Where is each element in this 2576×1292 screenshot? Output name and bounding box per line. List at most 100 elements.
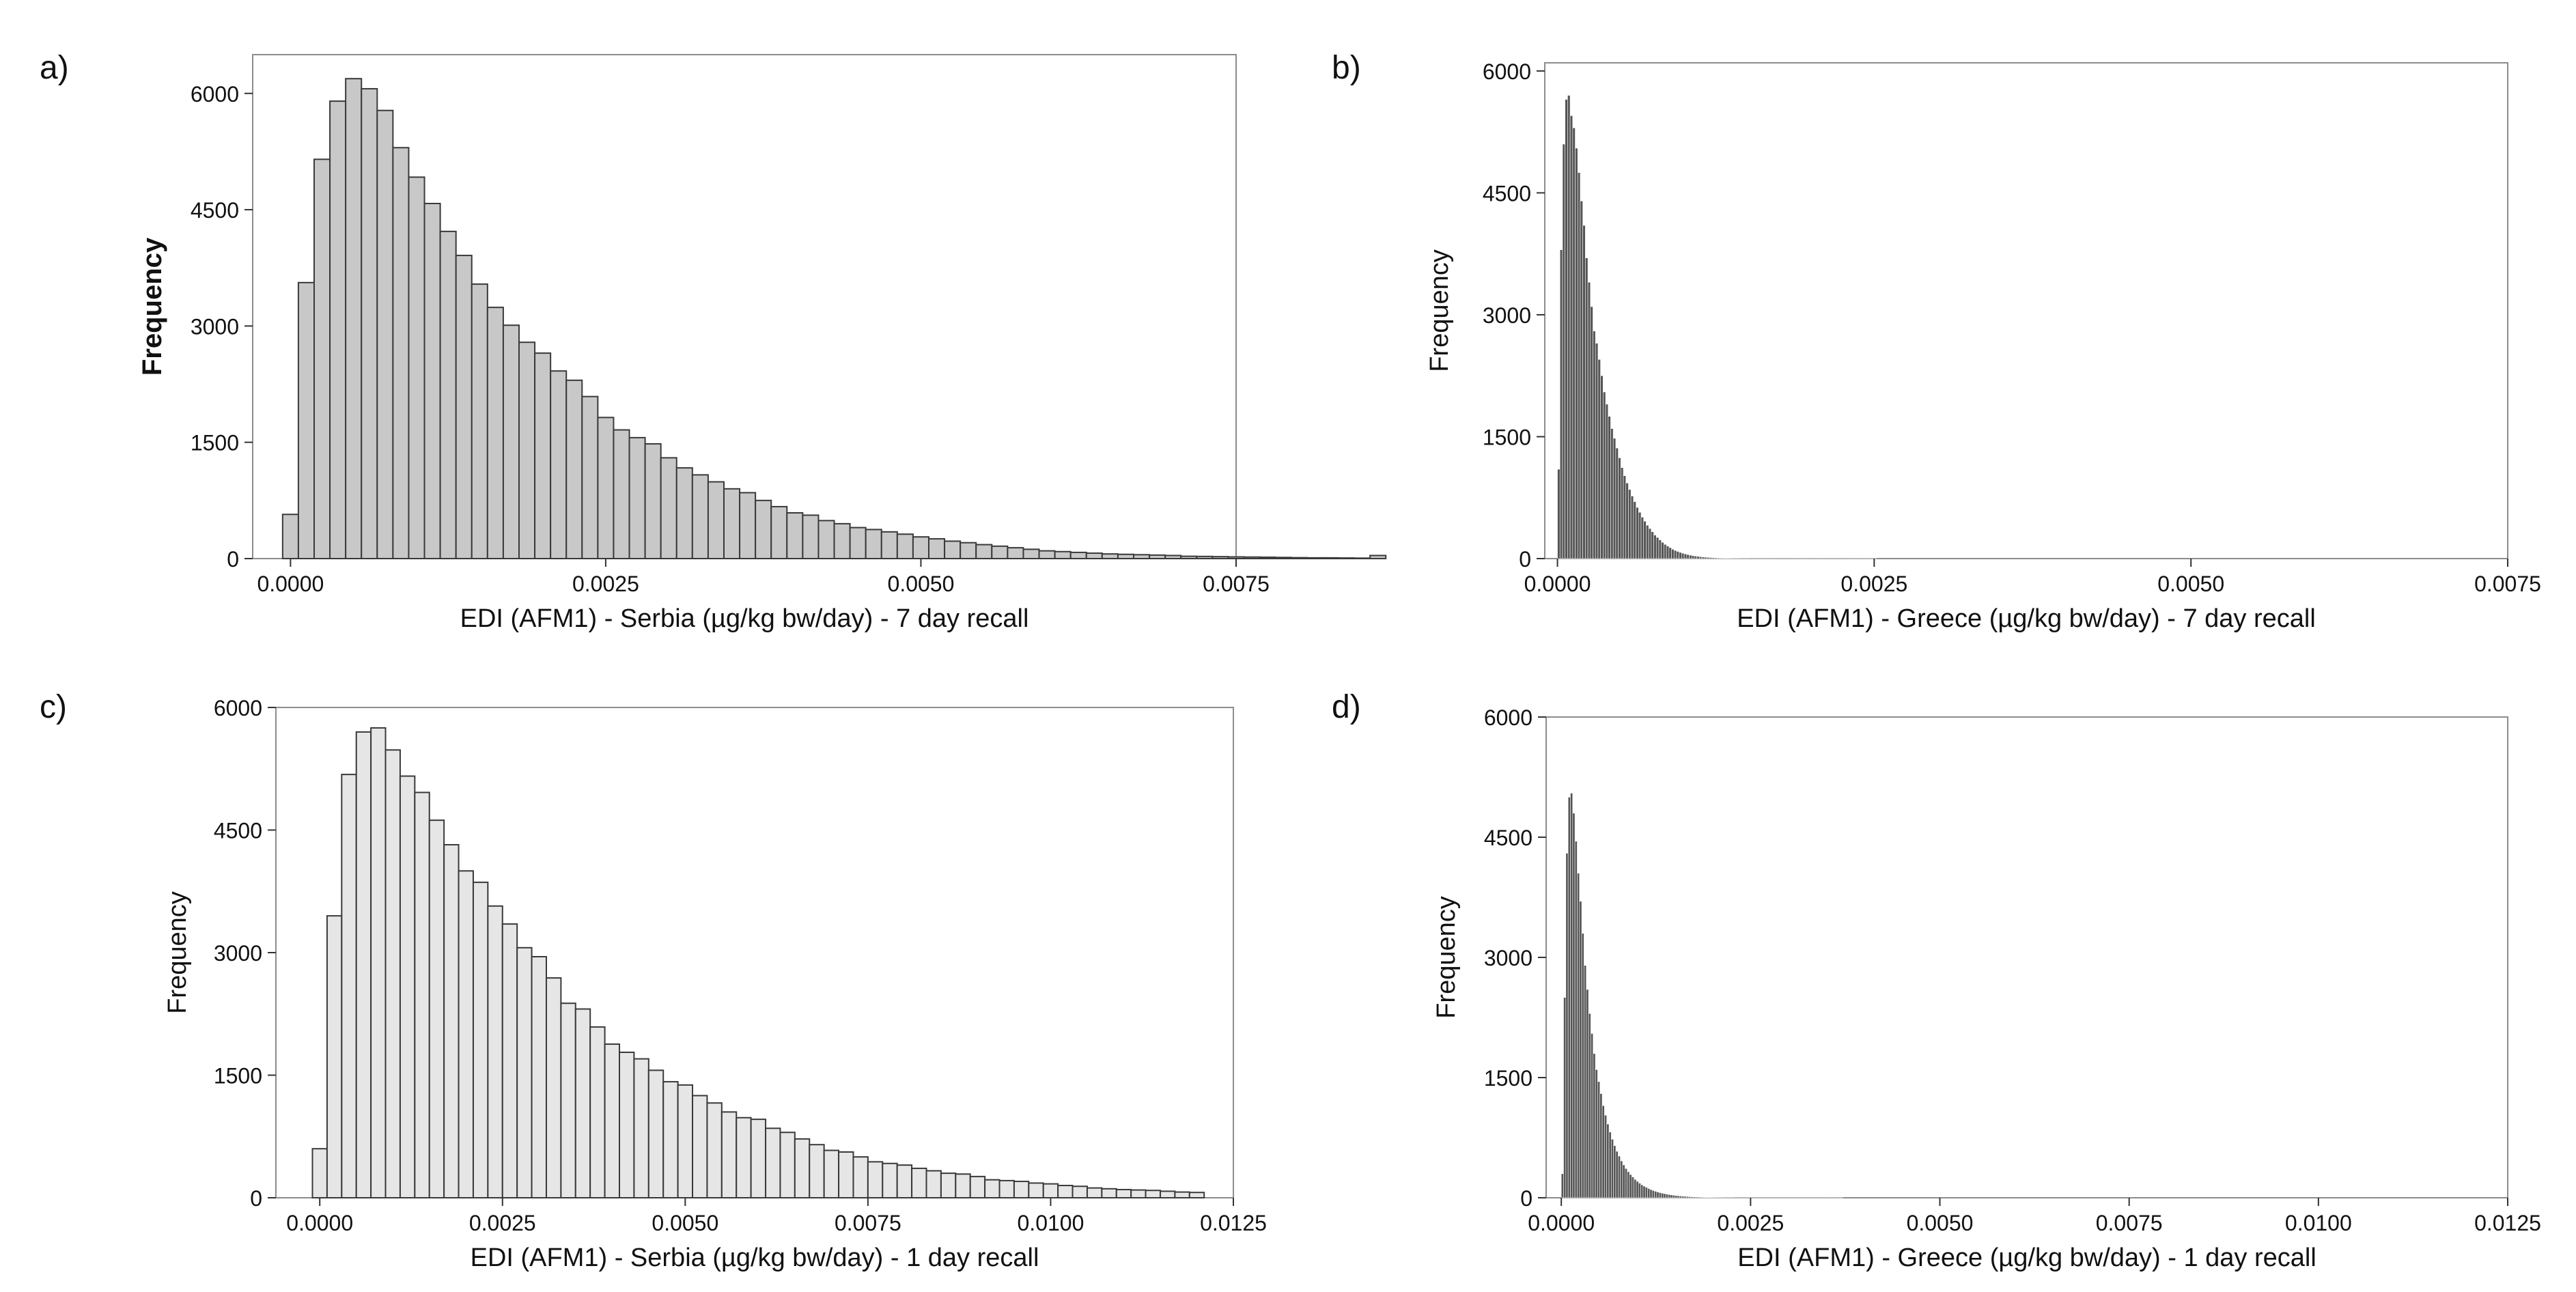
bar	[1672, 1194, 1675, 1198]
bar	[604, 1043, 621, 1198]
x-axis-label: EDI (AFM1) - Serbia (µg/kg bw/day) - 1 d…	[471, 1244, 1039, 1272]
bar	[1101, 553, 1119, 559]
bar	[1072, 1185, 1088, 1199]
bar	[1638, 1183, 1641, 1198]
bar	[1646, 524, 1649, 559]
bar	[1640, 517, 1644, 559]
bar	[1651, 531, 1654, 559]
x-tick-label: 0.0050	[2157, 572, 2224, 596]
bar	[975, 544, 993, 559]
bar	[1057, 1185, 1074, 1199]
bar	[1565, 853, 1569, 1198]
bar	[1709, 557, 1713, 559]
bar	[355, 731, 372, 1198]
bar	[1117, 553, 1135, 559]
bar	[1640, 1184, 1644, 1198]
bar	[675, 467, 693, 559]
bar	[376, 109, 394, 560]
bar	[1115, 1189, 1132, 1198]
bar	[1704, 1196, 1707, 1198]
y-tick-label: 4500	[214, 819, 262, 843]
bar	[692, 1095, 708, 1198]
bar	[1557, 468, 1560, 559]
panel-label-d: d)	[1332, 689, 1361, 725]
bar	[823, 1149, 840, 1199]
bar	[458, 870, 474, 1199]
bar	[1577, 873, 1580, 1198]
bar	[1656, 1192, 1660, 1198]
bar	[644, 443, 662, 559]
x-tick-label: 0.0125	[1200, 1211, 1267, 1235]
bar	[1560, 1173, 1564, 1198]
bar	[1610, 428, 1614, 559]
bar	[720, 1111, 738, 1198]
bar	[1227, 556, 1245, 559]
x-tick-label: 0.0050	[888, 572, 955, 596]
bar	[1695, 1196, 1698, 1198]
bar	[1655, 537, 1660, 559]
bar	[1603, 391, 1606, 559]
bar	[1673, 550, 1677, 559]
bar	[1580, 201, 1583, 559]
panel-label-c: c)	[40, 689, 67, 725]
bar	[1274, 557, 1292, 560]
bar	[1648, 528, 1652, 559]
bar	[531, 955, 547, 1198]
x-tick-label: 0.0000	[1524, 572, 1591, 596]
bar	[486, 307, 504, 559]
bar	[1704, 557, 1707, 559]
y-tick-label: 0	[1520, 1186, 1532, 1211]
bar	[1681, 1196, 1685, 1198]
x-tick-label: 0.0050	[652, 1211, 718, 1235]
bar	[1597, 359, 1601, 559]
bar	[1621, 467, 1624, 559]
bar	[589, 1026, 606, 1198]
bar	[1613, 1145, 1616, 1198]
bar	[1212, 556, 1229, 560]
bar	[1642, 1185, 1646, 1198]
bar	[439, 230, 457, 559]
bar	[1085, 552, 1103, 559]
bar	[1600, 375, 1604, 559]
x-tick-label: 0.0000	[286, 1211, 353, 1235]
bar	[955, 1173, 971, 1198]
bar	[1686, 554, 1690, 559]
bar	[628, 436, 646, 559]
bar	[326, 915, 343, 1199]
bar	[1643, 520, 1647, 559]
bar	[1620, 1160, 1623, 1198]
bar	[1290, 557, 1308, 559]
y-tick-label: 0	[250, 1186, 262, 1211]
y-tick-label: 1500	[191, 431, 239, 455]
x-tick-label: 0.0025	[469, 1211, 536, 1235]
bar	[329, 100, 347, 560]
bar	[1593, 331, 1596, 559]
bar	[1647, 1188, 1651, 1198]
bar	[361, 87, 378, 560]
bar	[408, 176, 425, 560]
bar	[991, 545, 1009, 560]
bar	[1719, 557, 1723, 559]
bar	[1629, 1174, 1632, 1198]
bar	[1149, 554, 1166, 559]
y-axis-label: Frequency	[1432, 896, 1461, 1019]
bar	[1623, 475, 1627, 559]
bar	[1567, 797, 1571, 1198]
bar	[1569, 115, 1573, 559]
bar	[739, 492, 757, 559]
bar	[1675, 1195, 1678, 1198]
bar	[1101, 1188, 1117, 1199]
bar	[1679, 1196, 1682, 1198]
y-tick-label: 3000	[191, 314, 239, 339]
bar	[1665, 1194, 1668, 1198]
bar	[1683, 1196, 1687, 1198]
bar	[662, 1081, 679, 1199]
y-tick-label: 3000	[214, 941, 262, 966]
bar	[1582, 225, 1586, 559]
bar	[984, 1179, 1000, 1199]
bar	[1595, 343, 1599, 559]
bar	[370, 727, 387, 1198]
bar	[516, 946, 533, 1198]
plot-frame-b	[1544, 62, 2508, 559]
panel-label-b: b)	[1332, 50, 1361, 86]
